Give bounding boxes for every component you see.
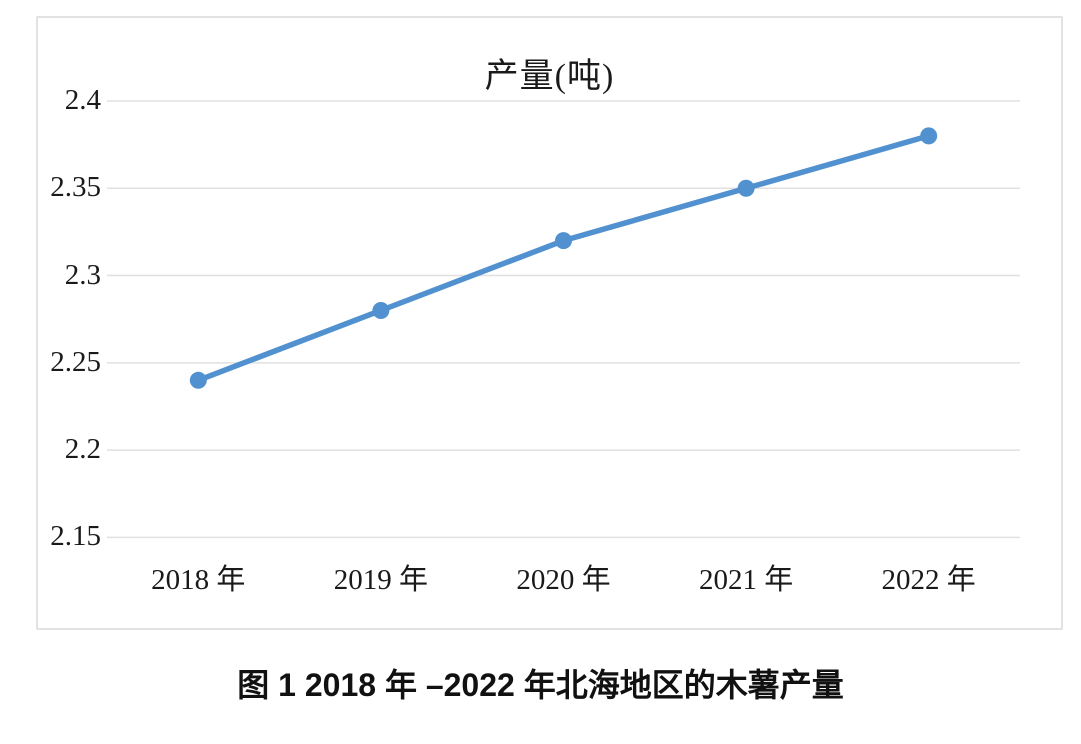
chart-title: 产量(吨) bbox=[484, 58, 615, 95]
chart-frame bbox=[36, 16, 1063, 630]
figure-caption: 图 1 2018 年 –2022 年北海地区的木薯产量 bbox=[237, 667, 844, 703]
